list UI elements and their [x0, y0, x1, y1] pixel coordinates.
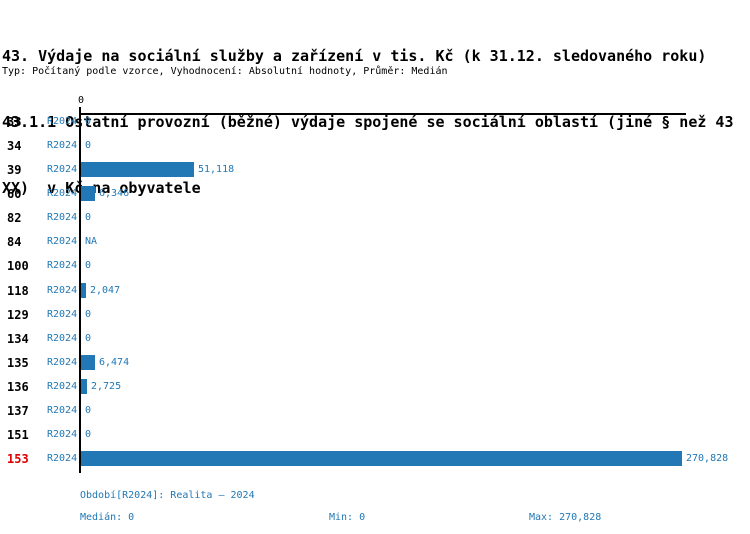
row-series-label: R2024 [47, 116, 78, 127]
bar-value-label: 0 [85, 332, 92, 344]
bar-value-label: 0 [85, 260, 92, 272]
bar-row: 151 R2024 0 [0, 423, 750, 447]
row-series-label: R2024 [47, 164, 78, 176]
max-stat-label: Max: 270,828 [529, 512, 602, 523]
row-category-label: 60 [7, 187, 22, 202]
bar-row: 84 R2024 NA [0, 230, 750, 254]
bar-row: 134 R2024 0 [0, 327, 750, 351]
bar-value-label: 2,725 [91, 380, 122, 392]
bar-value-label: 6,346 [99, 188, 130, 200]
row-category-label: 135 [7, 355, 29, 370]
chart-title-line3: XX) v Kč na obyvatele [2, 179, 201, 197]
row-series-label: R2024 [47, 140, 78, 152]
bar-value-label: 0 [85, 404, 92, 416]
row-series-label: R2024 [47, 404, 78, 416]
row-category-label: 34 [7, 139, 22, 154]
bar [81, 451, 682, 466]
period-label: Období[R2024]: Realita – 2024 [80, 490, 255, 501]
bar [81, 378, 87, 394]
row-category-label: 84 [7, 235, 22, 250]
row-category-label: 134 [7, 331, 29, 346]
bar-value-label: 0 [85, 308, 92, 320]
row-series-label: R2024 [47, 188, 78, 200]
bar-row: 60 R2024 6,346 [0, 182, 750, 206]
row-category-label: 118 [7, 283, 29, 298]
row-category-label: 82 [7, 211, 22, 226]
chart-subtitle: Typ: Počítaný podle vzorce, Vyhodnocení:… [2, 66, 448, 77]
row-series-label: R2024 [47, 308, 78, 320]
bar [81, 162, 194, 178]
bar-row: 153 R2024 270,828 [0, 447, 750, 471]
bar-value-label: 51,118 [198, 164, 235, 176]
bar-value-label: 270,828 [686, 453, 729, 464]
x-axis-zero-tick-label: 0 [77, 95, 85, 106]
bar-value-label: 0 [85, 428, 92, 440]
row-series-label: R2024 [47, 453, 78, 464]
row-series-label: R2024 [47, 428, 78, 440]
bar-row: 135 R2024 6,474 [0, 351, 750, 375]
bar-row: 129 R2024 0 [0, 303, 750, 327]
row-category-label: 151 [7, 427, 29, 442]
bar-row: 137 R2024 0 [0, 399, 750, 423]
bar-row: 82 R2024 0 [0, 206, 750, 230]
chart-title-line2: 43.1.1 Ostatní provozní (běžné) výdaje s… [2, 113, 734, 131]
row-category-label: 129 [7, 307, 29, 322]
bar-value-label: 0 [85, 116, 92, 127]
bar [81, 282, 86, 298]
bar-row: 39 R2024 51,118 [0, 158, 750, 182]
bar-value-label: 2,047 [90, 284, 121, 296]
row-series-label: R2024 [47, 284, 78, 296]
row-series-label: R2024 [47, 236, 78, 248]
row-category-label: 137 [7, 403, 29, 418]
row-series-label: R2024 [47, 212, 78, 224]
bar-row: 136 R2024 2,725 [0, 375, 750, 399]
row-series-label: R2024 [47, 356, 78, 368]
bar-value-label: NA [85, 236, 98, 248]
bar-row: 33 R2024 0 [0, 110, 750, 134]
row-category-label: 136 [7, 379, 29, 394]
row-category-label: 153 [7, 452, 29, 466]
row-series-label: R2024 [47, 380, 78, 392]
median-stat-label: Medián: 0 [80, 512, 135, 523]
row-series-label: R2024 [47, 332, 78, 344]
min-stat-label: Min: 0 [329, 512, 366, 523]
row-series-label: R2024 [47, 260, 78, 272]
chart-title: 43. Výdaje na sociální služby a zařízení… [2, 1, 748, 243]
chart-title-line1: 43. Výdaje na sociální služby a zařízení… [2, 47, 707, 65]
bar [81, 186, 95, 202]
bar-row: 100 R2024 0 [0, 254, 750, 278]
bar-value-label: 0 [85, 212, 92, 224]
x-axis-line [79, 113, 686, 115]
row-category-label: 39 [7, 163, 22, 178]
bar-row: 118 R2024 2,047 [0, 279, 750, 303]
y-axis-line [79, 107, 81, 473]
bar [81, 354, 95, 370]
bar-value-label: 6,474 [99, 356, 130, 368]
bar-row: 34 R2024 0 [0, 134, 750, 158]
row-category-label: 33 [7, 115, 22, 129]
row-category-label: 100 [7, 259, 29, 274]
bar-value-label: 0 [85, 140, 92, 152]
